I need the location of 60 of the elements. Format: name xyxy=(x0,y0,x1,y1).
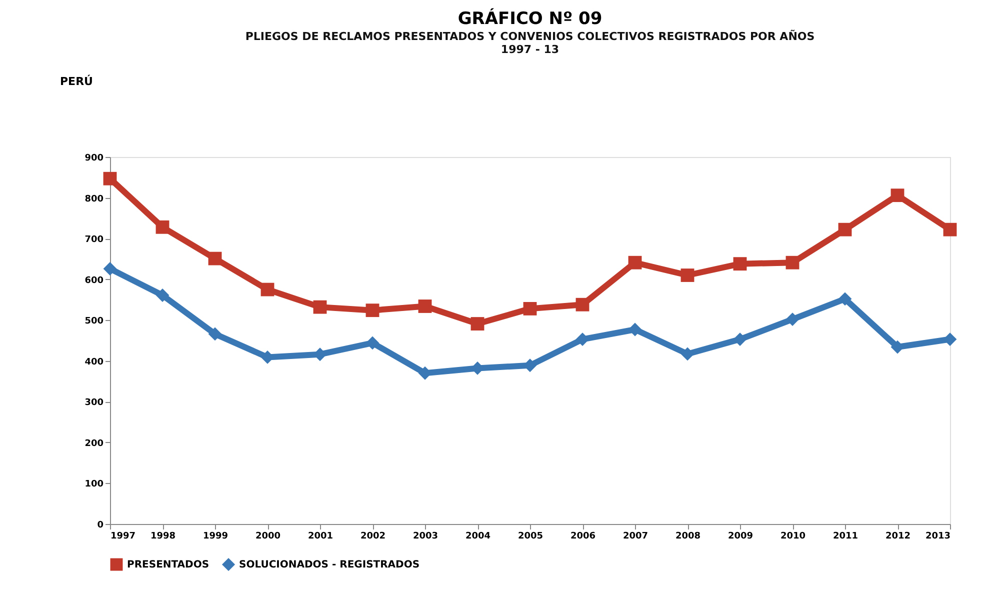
x-tick-label: 2005 xyxy=(518,532,544,542)
x-tick-label: 2013 xyxy=(925,532,950,542)
x-tick-label: 2006 xyxy=(570,532,596,542)
point xyxy=(576,332,590,346)
x-tick-label: 2009 xyxy=(728,532,754,542)
point xyxy=(470,317,484,330)
point xyxy=(366,304,380,318)
x-tick-label: 2010 xyxy=(780,532,806,542)
x-tick-label: 2004 xyxy=(465,532,491,542)
x-tick-label: 2003 xyxy=(412,532,438,542)
x-tick-label: 2011 xyxy=(832,532,858,542)
point xyxy=(680,347,694,361)
x-tick-label: 2012 xyxy=(885,532,911,542)
y-tick-label: 600 xyxy=(84,276,104,286)
point xyxy=(208,252,222,266)
chart-subtitle: PLIEGOS DE RECLAMOS PRESENTADOS Y CONVENIOS COLECTIVOS REGISTRADOS POR AÑOS 1997 - 13 xyxy=(245,29,815,56)
point xyxy=(838,222,852,236)
point xyxy=(890,340,904,354)
point xyxy=(260,282,274,296)
point xyxy=(156,288,170,302)
point xyxy=(313,300,327,314)
point xyxy=(523,302,537,316)
point xyxy=(103,262,117,276)
y-tick-label: 700 xyxy=(84,235,104,246)
point xyxy=(103,172,117,186)
point xyxy=(208,327,222,341)
point xyxy=(418,300,432,313)
x-tick-label: 1999 xyxy=(202,532,228,542)
point xyxy=(628,322,642,336)
x-tick-label: 2001 xyxy=(308,532,334,542)
point xyxy=(680,268,694,282)
x-tick-label: 2002 xyxy=(360,532,386,542)
y-tick-label: 800 xyxy=(84,194,104,204)
chart-title: GRÁFICO Nº 09 xyxy=(458,8,602,29)
legend-label: SOLUCIONADOS - REGISTRADOS xyxy=(239,560,420,571)
y-tick-label: 400 xyxy=(84,357,104,368)
point xyxy=(786,312,800,326)
x-tick-label: 2000 xyxy=(255,532,281,542)
x-tick-label: 2007 xyxy=(622,532,648,542)
y-tick-label: 300 xyxy=(84,398,104,408)
y-tick-label: 0 xyxy=(97,520,104,530)
legend-label: PRESENTADOS xyxy=(127,560,210,571)
point xyxy=(890,188,904,202)
text: PERÚ xyxy=(60,74,93,88)
point xyxy=(733,257,747,271)
y-tick-label: 200 xyxy=(84,438,104,449)
x-tick-label: 1997 xyxy=(110,532,136,542)
y-tick-label: 100 xyxy=(84,480,104,490)
point xyxy=(576,298,590,312)
y-tick-label: 500 xyxy=(84,316,104,327)
point xyxy=(838,292,852,306)
point xyxy=(156,220,170,234)
x-tick-label: 2008 xyxy=(675,532,701,542)
x-tick-label: 1998 xyxy=(150,532,176,542)
y-tick-label: 900 xyxy=(84,154,104,164)
point xyxy=(943,222,957,236)
point xyxy=(733,332,747,346)
point xyxy=(366,336,380,350)
point xyxy=(786,256,800,270)
point xyxy=(628,256,642,270)
